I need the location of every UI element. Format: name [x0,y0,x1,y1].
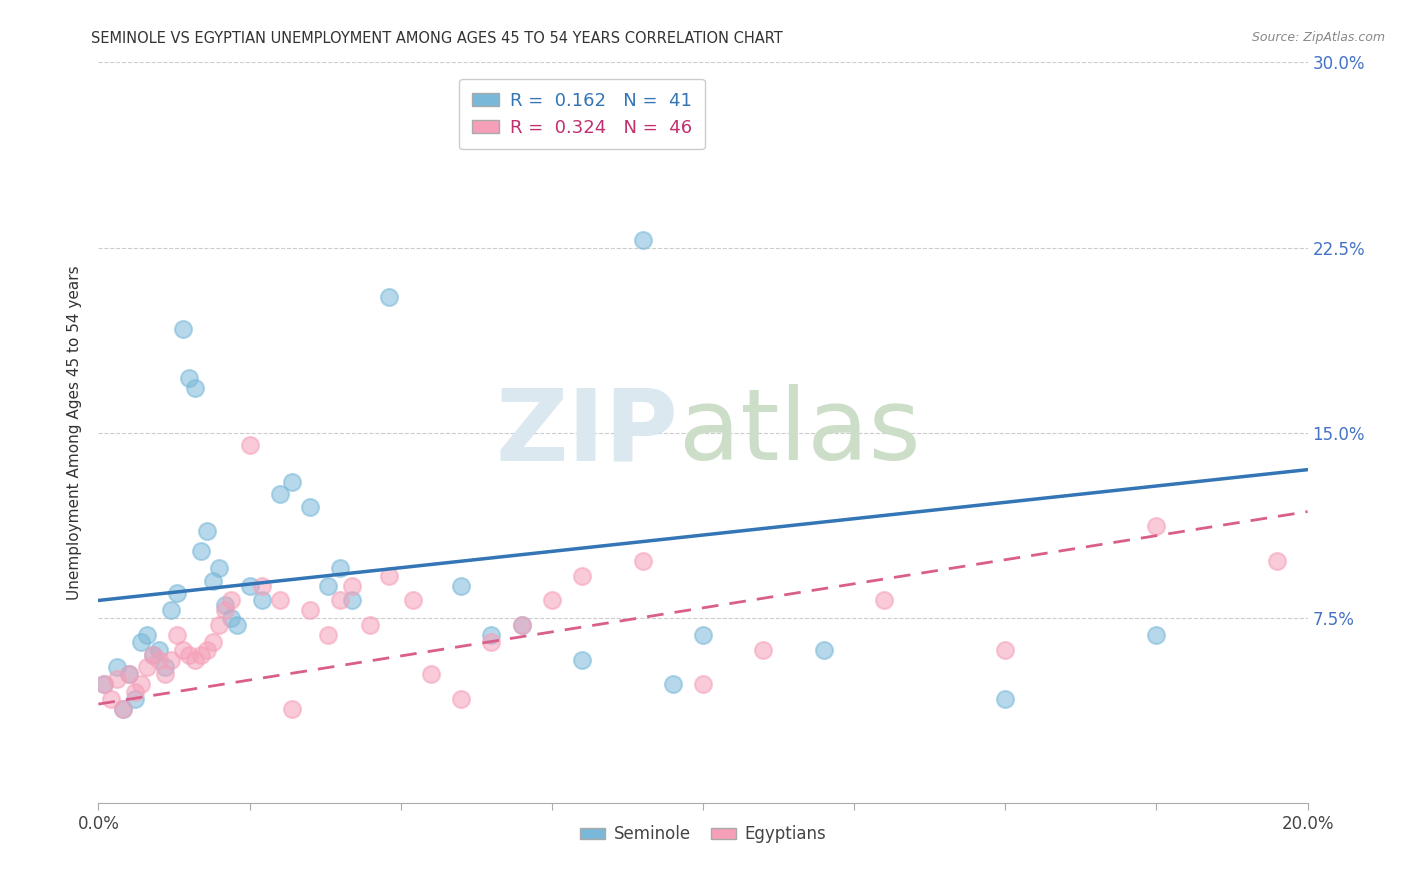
Point [190,648,212,662]
Point [329,593,352,607]
Point [450,692,472,706]
Text: atlas: atlas [679,384,921,481]
Point [202,635,225,649]
Point [208,618,231,632]
Point [221,610,243,624]
Point [299,603,322,617]
Point [1267,554,1289,568]
Point [226,618,249,632]
Point [129,677,152,691]
Point [190,544,212,558]
Point [221,593,243,607]
Point [105,660,128,674]
Point [661,677,683,691]
Point [571,568,593,582]
Point [124,685,146,699]
Point [281,475,304,489]
Point [179,371,201,385]
Point [172,642,194,657]
Point [420,667,443,681]
Point [179,648,201,662]
Legend: Seminole, Egyptians: Seminole, Egyptians [574,819,832,850]
Point [481,628,503,642]
Point [148,653,170,667]
Point [148,642,170,657]
Point [166,586,188,600]
Point [450,579,472,593]
Point [692,628,714,642]
Point [93,677,115,691]
Point [135,660,157,674]
Point [299,500,322,514]
Point [752,642,775,657]
Point [160,653,183,667]
Point [153,660,176,674]
Point [214,599,236,613]
Point [510,618,533,632]
Point [135,628,157,642]
Point [994,642,1017,657]
Point [239,438,262,452]
Point [402,593,425,607]
Point [540,593,562,607]
Point [184,381,207,395]
Point [692,677,714,691]
Text: SEMINOLE VS EGYPTIAN UNEMPLOYMENT AMONG AGES 45 TO 54 YEARS CORRELATION CHART: SEMINOLE VS EGYPTIAN UNEMPLOYMENT AMONG … [91,31,783,46]
Point [1144,519,1167,533]
Point [994,692,1017,706]
Point [184,653,207,667]
Point [316,628,339,642]
Point [377,290,399,304]
Point [124,692,146,706]
Point [281,702,304,716]
Point [129,635,152,649]
Text: Source: ZipAtlas.com: Source: ZipAtlas.com [1251,31,1385,45]
Point [93,677,115,691]
Point [153,667,176,681]
Point [202,574,225,588]
Point [360,618,382,632]
Point [100,692,122,706]
Point [239,579,262,593]
Point [118,667,141,681]
Point [208,561,231,575]
Point [250,579,273,593]
Point [142,648,165,662]
Point [160,603,183,617]
Point [195,642,218,657]
Point [377,568,399,582]
Point [166,628,188,642]
Point [342,579,364,593]
Y-axis label: Unemployment Among Ages 45 to 54 years: Unemployment Among Ages 45 to 54 years [67,265,83,600]
Point [510,618,533,632]
Point [1144,628,1167,642]
Point [316,579,339,593]
Point [105,673,128,687]
Point [631,233,654,247]
Point [195,524,218,539]
Point [214,603,236,617]
Point [250,593,273,607]
Point [813,642,835,657]
Text: ZIP: ZIP [496,384,679,481]
Point [631,554,654,568]
Point [873,593,896,607]
Point [111,702,134,716]
Point [329,561,352,575]
Point [142,648,165,662]
Point [269,593,291,607]
Point [118,667,141,681]
Point [269,487,291,501]
Point [571,653,593,667]
Point [172,322,194,336]
Point [481,635,503,649]
Point [342,593,364,607]
Point [111,702,134,716]
